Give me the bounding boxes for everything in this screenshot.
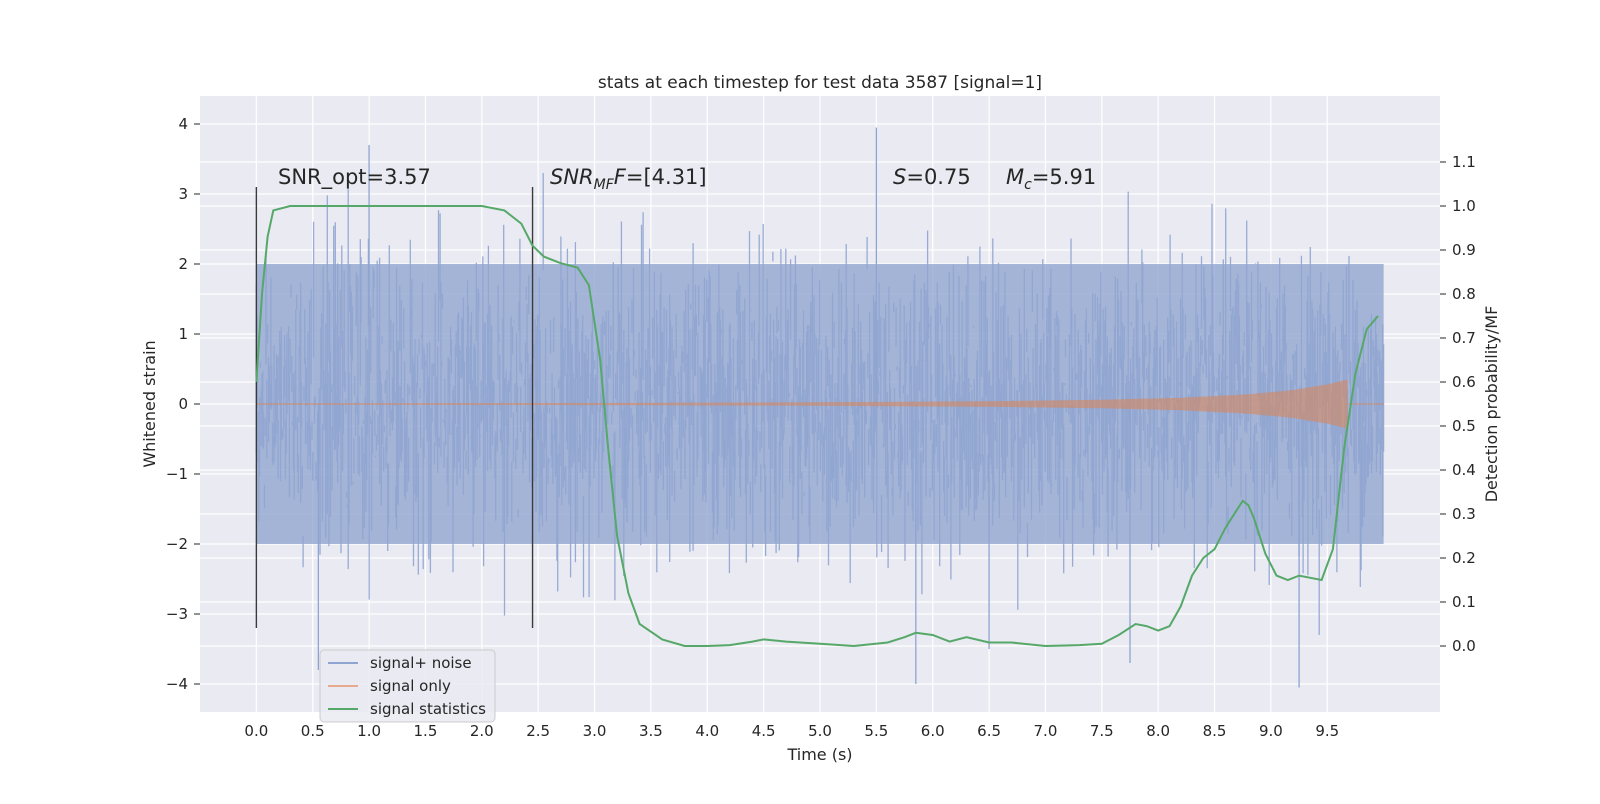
- tick-layer: 0.0 0.5 1.0 1.5 2.0 2.5 3.0 3.5 4.0 4.5 5.0 5.5 6.0 6…: [166, 115, 1476, 740]
- legend-label-signal-statistics: signal statistics: [370, 700, 486, 718]
- x-tick-label: 0.5: [301, 722, 325, 740]
- mc-main: M: [1006, 165, 1024, 189]
- x-tick-label: 3.5: [639, 722, 663, 740]
- x-axis-label: Time (s): [786, 745, 852, 764]
- y-right-tick-label: 0.9: [1452, 241, 1476, 259]
- y-tick-label: −4: [166, 675, 188, 693]
- y-right-tick-label: 0.5: [1452, 417, 1476, 435]
- x-tick-label: 5.5: [864, 722, 888, 740]
- snr-mf-sub: MF: [594, 177, 615, 193]
- y-right-tick-label: 0.7: [1452, 329, 1476, 347]
- signal-statistics-line: [255, 205, 1379, 648]
- legend: signal+ noise signal only signal statist…: [319, 649, 496, 723]
- x-tick-label: 7.5: [1090, 722, 1114, 740]
- y-right-tick-label: 0.8: [1452, 285, 1476, 303]
- x-tick-label: 8.0: [1146, 722, 1170, 740]
- y-right-tick-label: 1.0: [1452, 197, 1476, 215]
- y-tick-label: 1: [178, 325, 188, 343]
- x-tick-label: 0.0: [244, 722, 268, 740]
- x-tick-label: 6.5: [977, 722, 1001, 740]
- y-tick-label: −3: [166, 605, 188, 623]
- y-right-tick-label: 0.1: [1452, 593, 1476, 611]
- y-right-tick-label: 0.0: [1452, 637, 1476, 655]
- legend-box: [319, 649, 496, 723]
- y-tick-label: 4: [178, 115, 188, 133]
- x-tick-label: 2.0: [470, 722, 494, 740]
- y-tick-label: −2: [166, 535, 188, 553]
- s-main: S: [893, 165, 906, 189]
- x-tick-label: 1.5: [414, 722, 438, 740]
- y-right-tick-label: 0.3: [1452, 505, 1476, 523]
- snr-mf-annotation: SNRMFF=[4.31]: [550, 165, 707, 193]
- x-tick-label: 6.0: [921, 722, 945, 740]
- y-tick-label: 0: [178, 395, 188, 413]
- y-tick-label: 3: [178, 185, 188, 203]
- y-right-tick-label: 1.1: [1452, 153, 1476, 171]
- snr-mf-f: F: [614, 165, 627, 189]
- snr-mf-main: SNR: [550, 165, 594, 189]
- legend-label-signal-noise: signal+ noise: [370, 654, 472, 672]
- y-axis-label: Whitened strain: [140, 340, 159, 467]
- y-right-tick-label: 0.4: [1452, 461, 1476, 479]
- x-tick-label: 2.5: [526, 722, 550, 740]
- signal-only-area: [256, 379, 1348, 429]
- y-right-tick-label: 0.6: [1452, 373, 1476, 391]
- x-tick-label: 9.0: [1259, 722, 1283, 740]
- mc-value: =5.91: [1032, 165, 1096, 189]
- mc-sub: c: [1024, 177, 1032, 193]
- x-tick-label: 4.0: [695, 722, 719, 740]
- annotation-layer: stats at each timestep for test data 358…: [140, 73, 1501, 764]
- x-tick-label: 3.0: [583, 722, 607, 740]
- x-tick-label: 7.0: [1034, 722, 1058, 740]
- snr-opt-annotation: SNR_opt=3.57: [278, 165, 431, 190]
- y-tick-label: 2: [178, 255, 188, 273]
- x-tick-label: 4.5: [752, 722, 776, 740]
- x-tick-label: 1.0: [357, 722, 381, 740]
- y-tick-label: −1: [166, 465, 188, 483]
- legend-label-signal-only: signal only: [370, 677, 451, 695]
- x-tick-label: 5.0: [808, 722, 832, 740]
- x-tick-label: 8.5: [1203, 722, 1227, 740]
- x-tick-label: 9.5: [1315, 722, 1339, 740]
- snr-mf-value: =[4.31]: [626, 165, 707, 189]
- data-layer: [255, 127, 1385, 688]
- mc-annotation: Mc=5.91: [1006, 165, 1096, 193]
- s-annotation: S=0.75: [893, 165, 971, 189]
- y-right-tick-label: 0.2: [1452, 549, 1476, 567]
- y-axis-right-label: Detection probability/MF: [1482, 306, 1501, 503]
- title: stats at each timestep for test data 358…: [598, 73, 1042, 93]
- s-value: =0.75: [906, 165, 970, 189]
